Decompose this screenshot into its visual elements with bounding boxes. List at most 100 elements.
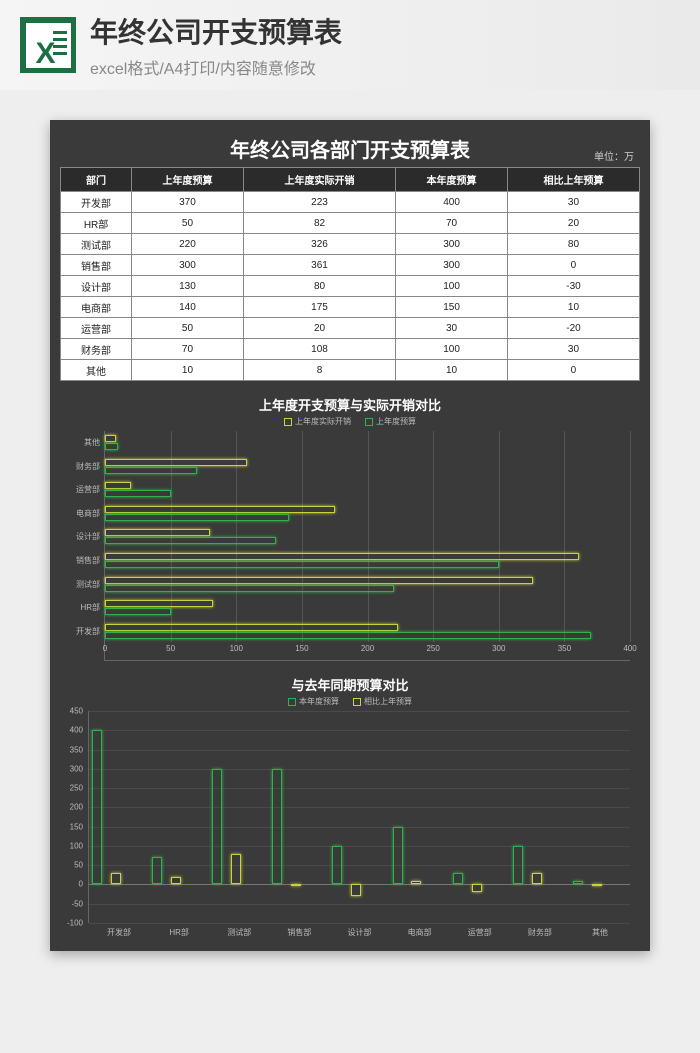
sheet-title: 年终公司各部门开支预算表: [230, 134, 470, 163]
chart1-y-tick: 财务部: [60, 461, 100, 472]
chart1-x-tick: 100: [230, 644, 243, 653]
chart2-gridline: [89, 711, 630, 712]
chart1-x-tick: 300: [492, 644, 505, 653]
chart2-gridline: [89, 923, 630, 924]
table-cell: 80: [243, 276, 395, 297]
table-row: 电商部14017515010: [61, 297, 640, 318]
chart2: -100-50050100150200250300350400450 开发部HR…: [60, 711, 640, 941]
legend-item: 上年度实际开销: [284, 416, 351, 427]
chart2-x-tick: 运营部: [468, 927, 492, 938]
table-row: HR部50827020: [61, 213, 640, 234]
chart1-x-tick: 50: [166, 644, 175, 653]
chart2-bar: [573, 881, 583, 885]
legend-swatch: [288, 698, 296, 706]
chart1-bar: [105, 490, 171, 497]
table-cell: 70: [132, 339, 244, 360]
chart1-legend: 上年度实际开销 上年度预算: [60, 416, 640, 431]
banner-title: 年终公司开支预算表: [90, 11, 680, 51]
table-cell: 82: [243, 213, 395, 234]
table-cell: 175: [243, 297, 395, 318]
chart2-x-tick: 开发部: [107, 927, 131, 938]
table-cell: 361: [243, 255, 395, 276]
header-banner: X 年终公司开支预算表 excel格式/A4打印/内容随意修改: [0, 0, 700, 90]
chart2-bar: [231, 854, 241, 885]
chart1-gridline: [433, 431, 434, 642]
chart1-y-tick: 测试部: [60, 579, 100, 590]
table-row: 运营部502030-20: [61, 318, 640, 339]
legend-swatch: [353, 698, 361, 706]
chart2-x-tick: 销售部: [287, 927, 311, 938]
chart2-x-tick: 电商部: [408, 927, 432, 938]
table-cell: 300: [132, 255, 244, 276]
chart2-bar: [152, 857, 162, 884]
table-cell: 0: [507, 360, 639, 381]
chart1-bar: [105, 506, 335, 513]
chart1-title: 上年度开支预算与实际开销对比: [60, 389, 640, 416]
chart1-y-tick: 电商部: [60, 508, 100, 519]
chart1-y-tick: 设计部: [60, 531, 100, 542]
table-cell: 销售部: [61, 255, 132, 276]
table-cell: 设计部: [61, 276, 132, 297]
chart2-block: 与去年同期预算对比 本年度预算相比上年预算 -100-5005010015020…: [60, 669, 640, 941]
chart1-y-tick: 开发部: [60, 626, 100, 637]
chart2-bar: [111, 873, 121, 885]
chart2-y-tick: 150: [70, 822, 83, 831]
chart1-gridline: [630, 431, 631, 642]
unit-label: 单位：万: [594, 148, 634, 163]
table-cell: 30: [507, 339, 639, 360]
chart2-x-tick: 其他: [592, 927, 608, 938]
table-cell: 开发部: [61, 192, 132, 213]
chart2-gridline: [89, 904, 630, 905]
table-header: 相比上年预算: [507, 168, 639, 192]
chart1-bar: [105, 585, 394, 592]
banner-subtitle: excel格式/A4打印/内容随意修改: [90, 55, 680, 79]
chart1-bar: [105, 435, 116, 442]
table-row: 测试部22032630080: [61, 234, 640, 255]
table-cell: 20: [243, 318, 395, 339]
table-cell: 0: [507, 255, 639, 276]
table-cell: 223: [243, 192, 395, 213]
table-cell: 其他: [61, 360, 132, 381]
table-row: 销售部3003613000: [61, 255, 640, 276]
legend-label: 上年度预算: [376, 416, 416, 427]
table-cell: 326: [243, 234, 395, 255]
chart2-bar: [92, 730, 102, 884]
chart1-bar: [105, 514, 289, 521]
chart1-y-tick: 销售部: [60, 555, 100, 566]
chart2-bar: [393, 827, 403, 885]
chart1-bar: [105, 632, 591, 639]
legend-item: 本年度预算: [288, 696, 339, 707]
table-cell: HR部: [61, 213, 132, 234]
chart1-bar: [105, 537, 276, 544]
table-cell: 50: [132, 213, 244, 234]
excel-icon: X: [20, 17, 76, 73]
chart2-gridline: [89, 730, 630, 731]
chart1-bar: [105, 561, 499, 568]
chart2-bar: [513, 846, 523, 885]
table-cell: 财务部: [61, 339, 132, 360]
chart2-y-tick: -100: [67, 919, 83, 928]
table-cell: 8: [243, 360, 395, 381]
chart1-y-tick: 其他: [60, 437, 100, 448]
chart1-bar: [105, 459, 247, 466]
chart2-bar: [592, 884, 602, 886]
table-cell: 400: [396, 192, 508, 213]
chart1-block: 上年度开支预算与实际开销对比 上年度实际开销 上年度预算 其他财务部运营部电商部设…: [60, 389, 640, 661]
table-cell: 220: [132, 234, 244, 255]
chart1-y-tick: 运营部: [60, 484, 100, 495]
chart2-y-tick: 100: [70, 841, 83, 850]
chart2-gridline: [89, 807, 630, 808]
chart1-bar: [105, 482, 131, 489]
chart2-y-tick: 200: [70, 803, 83, 812]
chart2-y-tick: 250: [70, 784, 83, 793]
chart1-bar: [105, 600, 213, 607]
chart2-bar: [291, 884, 301, 886]
legend-swatch: [284, 418, 292, 426]
chart1-x-tick: 250: [426, 644, 439, 653]
spreadsheet: 年终公司各部门开支预算表 单位：万 部门上年度预算上年度实际开销本年度预算相比上…: [50, 120, 650, 951]
chart1-gridline: [302, 431, 303, 642]
table-header: 本年度预算: [396, 168, 508, 192]
table-cell: 100: [396, 276, 508, 297]
chart1-bar: [105, 529, 210, 536]
chart1-bar: [105, 553, 579, 560]
